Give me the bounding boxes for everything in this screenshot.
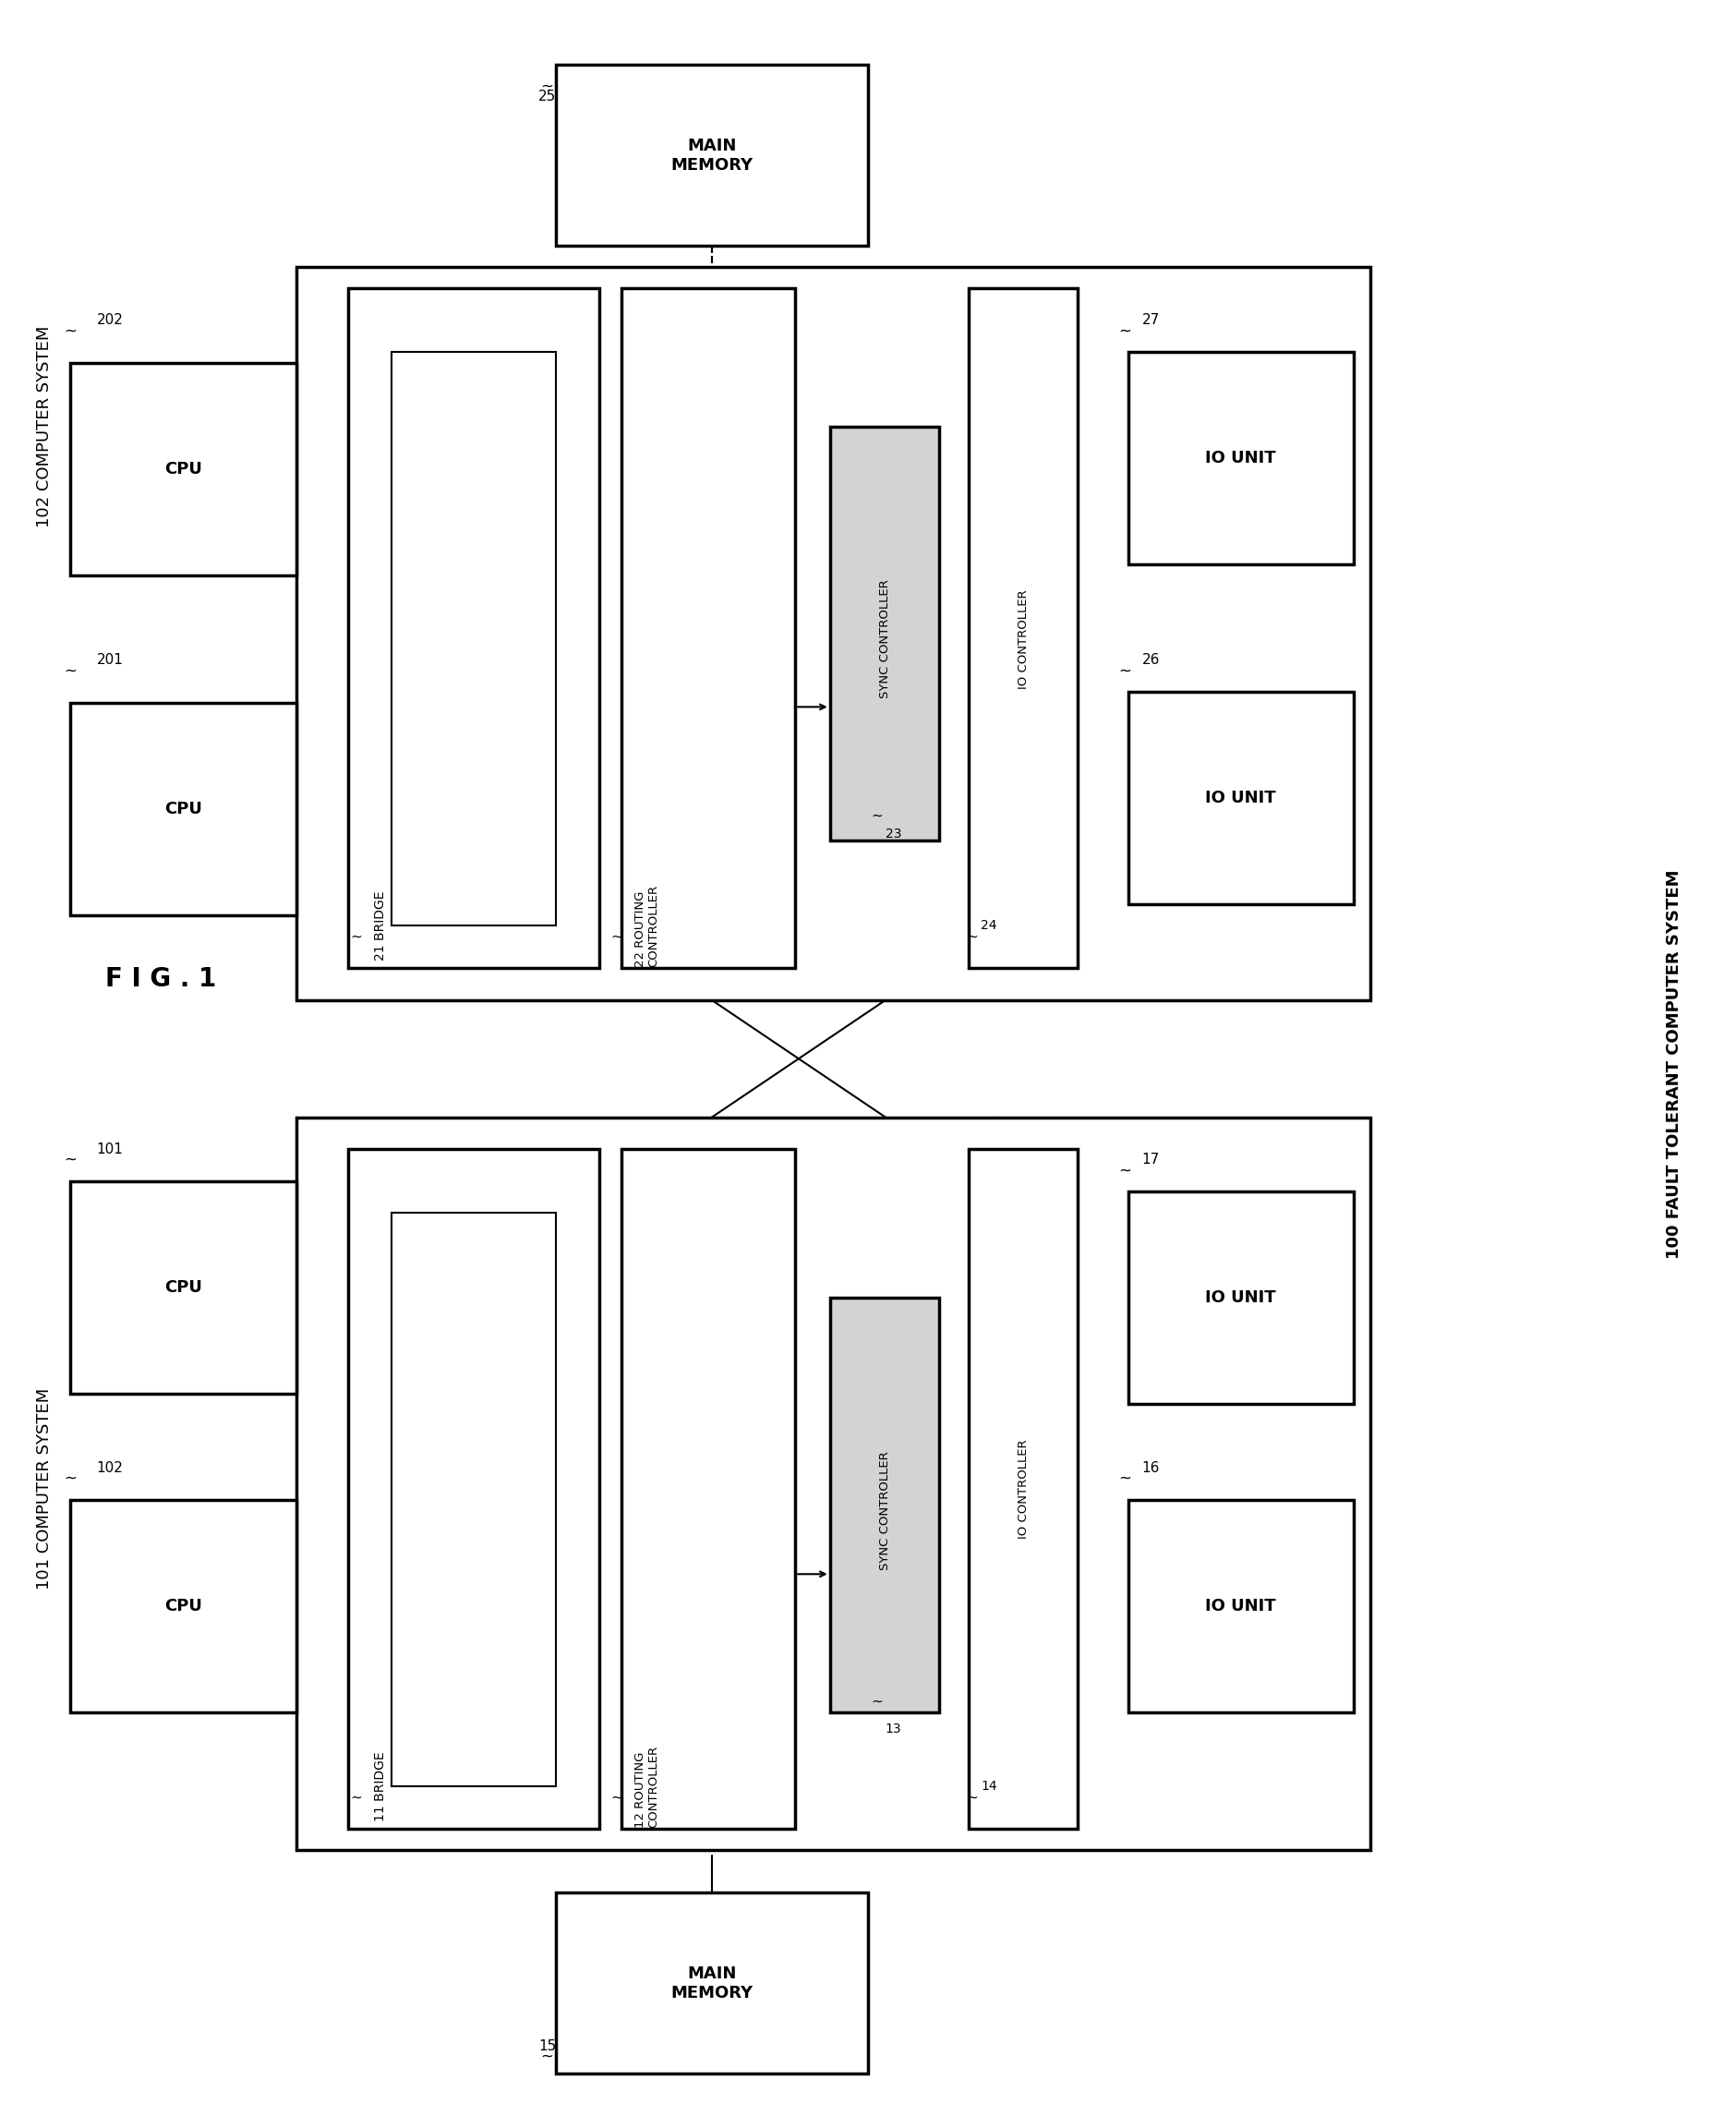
FancyBboxPatch shape [391,1213,556,1788]
Text: IO CONTROLLER: IO CONTROLLER [1017,589,1029,689]
Text: ~: ~ [64,662,76,679]
FancyBboxPatch shape [621,1149,795,1830]
Text: 12 ROUTING
CONTROLLER: 12 ROUTING CONTROLLER [634,1745,660,1828]
Text: 21 BRIDGE: 21 BRIDGE [373,892,387,960]
Text: ~: ~ [611,930,623,943]
Text: 22 ROUTING
CONTROLLER: 22 ROUTING CONTROLLER [634,885,660,966]
Text: MAIN
MEMORY: MAIN MEMORY [670,1966,753,2000]
FancyBboxPatch shape [556,66,868,245]
Text: ~: ~ [967,930,977,943]
Text: IO UNIT: IO UNIT [1205,1598,1276,1615]
Text: CPU: CPU [165,1598,201,1615]
Text: SYNC CONTROLLER: SYNC CONTROLLER [880,1451,891,1570]
Text: 27: 27 [1142,313,1160,328]
Text: ~: ~ [1118,1162,1132,1179]
Text: 101 COMPUTER SYSTEM: 101 COMPUTER SYSTEM [36,1387,52,1590]
FancyBboxPatch shape [295,1117,1371,1851]
Text: 24: 24 [981,919,996,932]
Text: 26: 26 [1142,653,1160,666]
Text: ~: ~ [64,1470,76,1487]
FancyBboxPatch shape [71,1181,295,1394]
Text: ~: ~ [967,1790,977,1805]
Text: ~: ~ [871,809,882,821]
Text: 11 BRIDGE: 11 BRIDGE [373,1751,387,1822]
Text: MAIN
MEMORY: MAIN MEMORY [670,138,753,172]
FancyBboxPatch shape [1128,1500,1354,1713]
Text: 102 COMPUTER SYSTEM: 102 COMPUTER SYSTEM [36,326,52,528]
Text: ~: ~ [351,1790,363,1805]
FancyBboxPatch shape [556,1894,868,2073]
Text: 100 FAULT TOLERANT COMPUTER SYSTEM: 100 FAULT TOLERANT COMPUTER SYSTEM [1667,870,1682,1258]
Text: IO UNIT: IO UNIT [1205,449,1276,466]
FancyBboxPatch shape [391,351,556,926]
FancyBboxPatch shape [295,266,1371,1000]
Text: ~: ~ [542,79,554,94]
Text: IO CONTROLLER: IO CONTROLLER [1017,1439,1029,1539]
Text: 23: 23 [885,828,901,841]
Text: 17: 17 [1142,1153,1160,1166]
FancyBboxPatch shape [969,1149,1078,1830]
FancyBboxPatch shape [830,426,939,841]
Text: ~: ~ [1118,323,1132,338]
FancyBboxPatch shape [621,287,795,968]
FancyBboxPatch shape [71,702,295,915]
Text: CPU: CPU [165,1279,201,1296]
Text: ~: ~ [64,1151,76,1168]
FancyBboxPatch shape [347,1149,599,1830]
Text: CPU: CPU [165,460,201,477]
FancyBboxPatch shape [830,1298,939,1713]
Text: ~: ~ [351,930,363,943]
Text: 201: 201 [97,653,123,666]
Text: ~: ~ [611,1790,623,1805]
FancyBboxPatch shape [347,287,599,968]
Text: 102: 102 [97,1462,123,1475]
Text: IO UNIT: IO UNIT [1205,1290,1276,1307]
Text: IO UNIT: IO UNIT [1205,789,1276,807]
Text: ~: ~ [64,323,76,338]
Text: 101: 101 [97,1143,123,1156]
FancyBboxPatch shape [71,1500,295,1713]
FancyBboxPatch shape [1128,692,1354,904]
FancyBboxPatch shape [1128,351,1354,564]
Text: 16: 16 [1142,1462,1160,1475]
Text: ~: ~ [542,2049,554,2064]
Text: 15: 15 [538,2039,556,2054]
FancyBboxPatch shape [1128,1192,1354,1404]
Text: SYNC CONTROLLER: SYNC CONTROLLER [880,579,891,698]
Text: 13: 13 [885,1724,901,1736]
Text: ~: ~ [1118,1470,1132,1487]
Text: 202: 202 [97,313,123,328]
FancyBboxPatch shape [969,287,1078,968]
Text: 25: 25 [538,89,556,104]
Text: ~: ~ [1118,662,1132,679]
Text: ~: ~ [871,1694,882,1709]
Text: CPU: CPU [165,800,201,817]
FancyBboxPatch shape [71,362,295,575]
Text: F I G . 1: F I G . 1 [106,966,217,992]
Text: 14: 14 [981,1781,996,1794]
